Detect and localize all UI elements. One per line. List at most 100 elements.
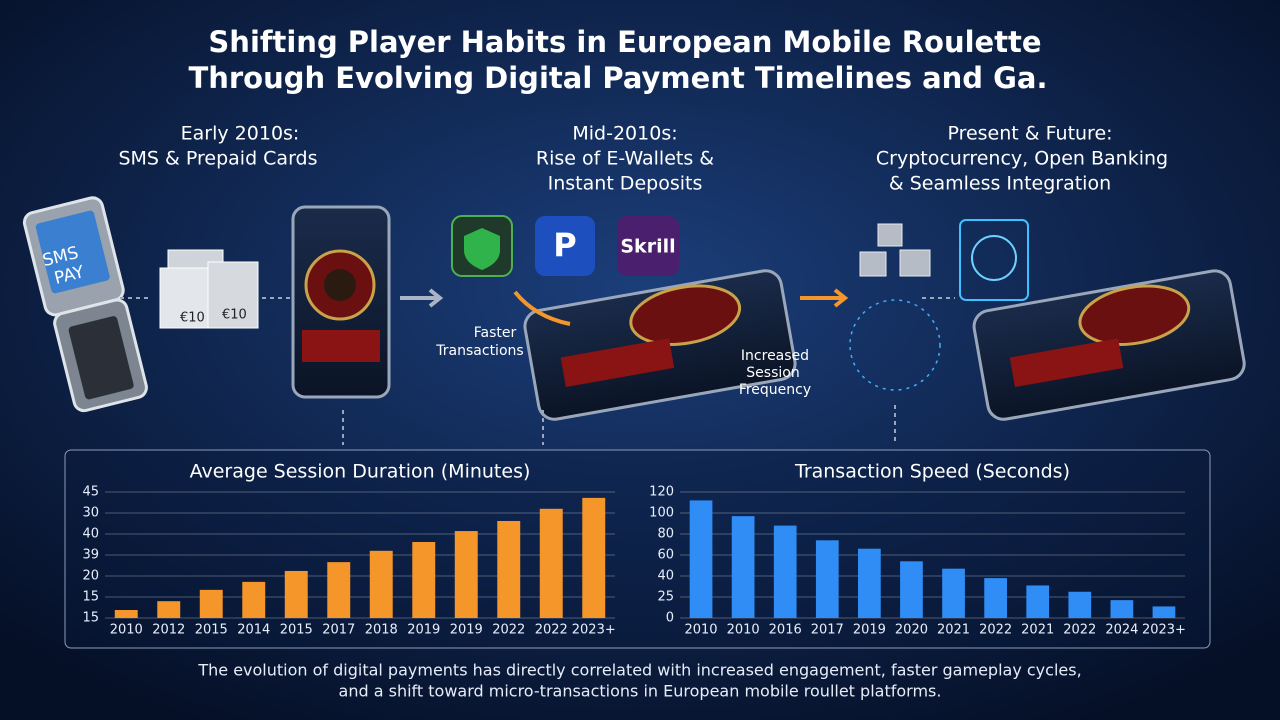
bar: [369, 550, 393, 618]
x-tick-label: 2020: [895, 623, 928, 638]
blocks: [859, 223, 931, 277]
y-tick-label: 60: [657, 548, 674, 563]
y-tick-label: 40: [657, 569, 674, 584]
title-line: Through Evolving Digital Payment Timelin…: [188, 61, 1047, 95]
bar: [773, 525, 797, 618]
stage-label: Rise of E-Wallets &: [536, 148, 714, 170]
x-tick-label: 2022: [1063, 623, 1096, 638]
network: [849, 299, 941, 391]
x-tick-label: 2022: [979, 623, 1012, 638]
x-tick-label: 2023+: [572, 623, 616, 638]
paypal-icon: [535, 216, 595, 276]
bar: [114, 610, 138, 618]
bar: [689, 500, 713, 618]
annotation: Transactions: [435, 343, 523, 359]
bar: [582, 497, 606, 618]
bar: [157, 601, 181, 618]
y-tick-label: 100: [649, 506, 674, 521]
chart-title: Average Session Duration (Minutes): [190, 461, 531, 483]
bar: [984, 578, 1007, 618]
phone: [523, 269, 797, 421]
stage-label: Early 2010s:: [181, 123, 300, 145]
bar: [327, 562, 351, 618]
stage-label: & Seamless Integration: [889, 173, 1111, 195]
bar: [1110, 600, 1134, 618]
bar: [412, 541, 436, 618]
stage-label: SMS & Prepaid Cards: [118, 148, 317, 170]
y-tick-label: 15: [82, 590, 99, 605]
bar: [454, 531, 478, 618]
bar: [815, 540, 839, 618]
arrow: [400, 288, 444, 308]
annotation: Frequency: [739, 382, 811, 398]
chart-title: Transaction Speed (Seconds): [794, 461, 1070, 483]
bar: [1068, 591, 1092, 618]
bar: [199, 589, 223, 618]
skrill-icon: [617, 216, 679, 276]
x-tick-label: 2019: [853, 623, 886, 638]
y-tick-label: 39: [82, 548, 99, 563]
x-tick-label: 2021: [937, 623, 970, 638]
stage-label: Present & Future:: [947, 123, 1112, 145]
x-tick-label: 2023+: [1142, 623, 1186, 638]
x-tick-label: 2022: [535, 623, 568, 638]
shield: [464, 228, 500, 270]
bar: [731, 516, 755, 618]
bar: [942, 568, 965, 618]
x-tick-label: 2014: [237, 623, 270, 638]
bar: [1026, 585, 1050, 618]
flip-phone: SMS PAY: [22, 196, 148, 413]
y-tick-label: 120: [649, 485, 674, 500]
chart-panel: [64, 449, 1211, 649]
skrill-text: Skrill: [620, 236, 675, 258]
y-tick-label: 40: [82, 527, 99, 542]
bar: [1152, 606, 1176, 618]
annotation: Faster: [474, 325, 517, 341]
voucher-text: €10: [180, 311, 205, 326]
y-tick-label: 20: [82, 569, 99, 584]
y-tick-label: 0: [666, 611, 674, 626]
x-tick-label: 2010: [727, 623, 760, 638]
x-tick-label: 2022: [492, 623, 525, 638]
x-tick-label: 2010: [684, 623, 717, 638]
fingerprint-ring: [971, 235, 1017, 281]
x-tick-label: 2015: [280, 623, 313, 638]
fingerprint: [959, 219, 1029, 301]
bar: [242, 581, 266, 618]
y-tick-label: 25: [657, 590, 674, 605]
annotation: Increased: [741, 348, 809, 364]
x-tick-label: 2019: [407, 623, 440, 638]
paypal-glyph: P: [553, 226, 576, 264]
x-tick-label: 2012: [152, 623, 185, 638]
x-tick-label: 2017: [811, 623, 844, 638]
title-line: Shifting Player Habits in European Mobil…: [208, 25, 1041, 59]
bar: [284, 570, 308, 618]
arrow: [513, 290, 571, 326]
bar: [539, 508, 563, 618]
voucher-text: €10: [222, 308, 247, 323]
y-tick-label: 30: [82, 506, 99, 521]
y-tick-label: 45: [82, 485, 99, 500]
footer: and a shift toward micro-transactions in…: [339, 682, 942, 701]
bar: [858, 548, 881, 618]
phone: [291, 205, 391, 399]
y-tick-label: 80: [657, 527, 674, 542]
annotation: Session: [746, 365, 799, 381]
connectors: [120, 297, 955, 445]
x-tick-label: 2010: [110, 623, 143, 638]
bar: [900, 561, 923, 618]
y-tick-label: 15: [82, 611, 99, 626]
x-tick-label: 2018: [365, 623, 398, 638]
x-tick-label: 2017: [322, 623, 355, 638]
x-tick-label: 2016: [769, 623, 802, 638]
x-tick-label: 2021: [1021, 623, 1054, 638]
x-tick-label: 2019: [450, 623, 483, 638]
phone: [972, 269, 1246, 421]
stage-label: Cryptocurrency, Open Banking: [876, 148, 1168, 170]
vouchers: €10 €10: [159, 249, 259, 329]
x-tick-label: 2024: [1105, 623, 1138, 638]
stage-label: Mid-2010s:: [572, 123, 677, 145]
stage-label: Instant Deposits: [548, 173, 703, 195]
x-tick-label: 2015: [195, 623, 228, 638]
